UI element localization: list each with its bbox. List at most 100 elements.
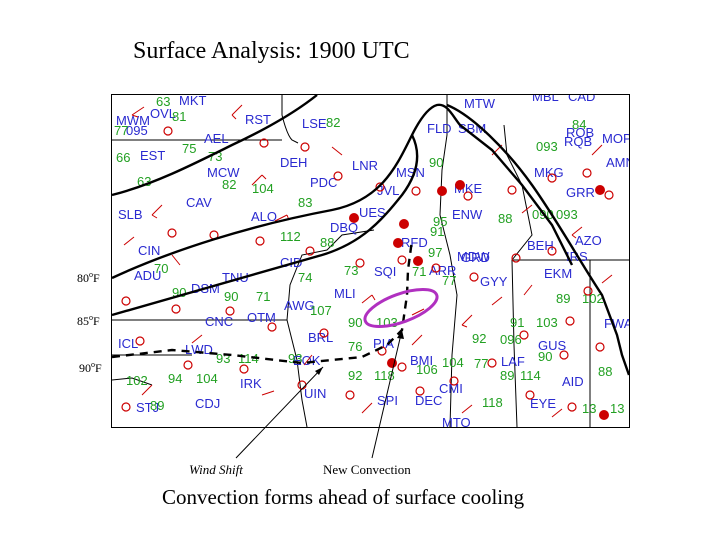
svg-text:107: 107 (310, 303, 332, 318)
page-title: Surface Analysis: 1900 UTC (133, 38, 410, 64)
svg-text:CAV: CAV (186, 195, 212, 210)
svg-text:106: 106 (416, 362, 438, 377)
svg-text:IRK: IRK (240, 376, 262, 391)
svg-text:LSE: LSE (302, 116, 327, 131)
svg-text:LWD: LWD (185, 342, 213, 357)
svg-text:CAD: CAD (568, 95, 595, 104)
svg-text:MBL: MBL (532, 95, 559, 104)
isotherm-label-80: 80oF (77, 270, 100, 285)
isotherm-label-90: 90oF (79, 360, 102, 375)
svg-text:114: 114 (238, 351, 259, 366)
svg-text:DEH: DEH (280, 155, 307, 170)
svg-text:MKT: MKT (179, 95, 207, 108)
svg-text:MCW: MCW (207, 165, 240, 180)
svg-text:DEC: DEC (415, 393, 442, 408)
svg-text:76: 76 (348, 339, 362, 354)
svg-text:SPI: SPI (377, 393, 398, 408)
svg-text:88: 88 (320, 235, 334, 250)
svg-text:FLD: FLD (427, 121, 452, 136)
svg-text:ADU: ADU (134, 268, 161, 283)
svg-text:74: 74 (298, 270, 312, 285)
svg-text:BMI: BMI (410, 353, 433, 368)
svg-text:71: 71 (412, 264, 426, 279)
svg-text:AEL: AEL (204, 131, 229, 146)
svg-text:EST: EST (140, 148, 165, 163)
svg-text:90: 90 (429, 155, 443, 170)
svg-text:GRR: GRR (566, 185, 595, 200)
svg-text:103: 103 (536, 315, 558, 330)
svg-text:118: 118 (374, 368, 395, 383)
isotherm-label-85: 85oF (77, 313, 100, 328)
svg-text:MOP: MOP (602, 131, 629, 146)
svg-text:89: 89 (556, 291, 570, 306)
svg-text:104: 104 (196, 371, 218, 386)
svg-text:73: 73 (344, 263, 358, 278)
wind-shift-line (112, 239, 414, 365)
svg-text:88: 88 (598, 364, 612, 379)
svg-text:92: 92 (472, 331, 486, 346)
svg-text:104: 104 (442, 355, 464, 370)
svg-text:SQI: SQI (374, 264, 396, 279)
svg-text:118: 118 (482, 395, 503, 410)
svg-text:ROB: ROB (566, 125, 594, 140)
svg-text:GYY: GYY (480, 274, 508, 289)
state-borders (112, 95, 629, 427)
svg-text:89: 89 (150, 398, 164, 413)
svg-text:ALO: ALO (251, 209, 277, 224)
svg-text:91: 91 (430, 224, 444, 239)
new-convection-label: New Convection (323, 462, 411, 477)
svg-text:77: 77 (474, 356, 488, 371)
svg-text:97: 97 (428, 245, 442, 260)
svg-text:88: 88 (498, 211, 512, 226)
svg-text:66: 66 (116, 150, 130, 165)
svg-text:75: 75 (182, 141, 196, 156)
svg-text:GUS: GUS (538, 338, 567, 353)
svg-text:MSN: MSN (396, 165, 425, 180)
svg-text:AWG: AWG (284, 298, 315, 313)
svg-text:OVL: OVL (150, 106, 176, 121)
svg-text:EYE: EYE (530, 396, 556, 411)
svg-text:92: 92 (348, 368, 362, 383)
svg-text:82: 82 (222, 177, 236, 192)
svg-text:LAF: LAF (501, 354, 525, 369)
svg-text:LNR: LNR (352, 158, 378, 173)
svg-text:PDC: PDC (310, 175, 337, 190)
svg-text:EKM: EKM (544, 266, 572, 281)
svg-text:77: 77 (442, 273, 456, 288)
svg-text:PIA: PIA (373, 336, 394, 351)
svg-text:MLI: MLI (334, 286, 356, 301)
svg-text:13: 13 (610, 401, 624, 416)
svg-text:90: 90 (224, 289, 238, 304)
svg-text:ARR: ARR (429, 263, 456, 278)
svg-text:DBQ: DBQ (330, 220, 358, 235)
svg-text:13: 13 (582, 401, 596, 416)
svg-text:OTM: OTM (247, 310, 276, 325)
wind-barbs (123, 104, 613, 418)
surface-map: MKT RST LSE MWM OVL 095 AEL EST MCW DEH … (111, 94, 630, 428)
svg-text:STJ: STJ (136, 400, 159, 415)
svg-text:RFD: RFD (401, 235, 428, 250)
svg-text:SLB: SLB (118, 207, 143, 222)
svg-text:95: 95 (433, 214, 447, 229)
svg-text:093: 093 (556, 207, 578, 222)
svg-text:91: 91 (510, 315, 524, 330)
svg-text:AMN: AMN (606, 155, 629, 170)
svg-text:GRD: GRD (461, 250, 490, 265)
svg-text:RST: RST (245, 112, 271, 127)
svg-text:RQB: RQB (564, 134, 592, 149)
svg-text:BRL: BRL (308, 330, 333, 345)
svg-text:093: 093 (536, 139, 558, 154)
svg-text:90: 90 (538, 349, 552, 364)
svg-text:ICL: ICL (118, 336, 138, 351)
svg-text:112: 112 (280, 229, 301, 244)
svg-text:90: 90 (348, 315, 362, 330)
svg-text:ENW: ENW (452, 207, 483, 222)
svg-text:82: 82 (326, 115, 340, 130)
svg-text:104: 104 (252, 181, 274, 196)
new-convection-ellipse (363, 288, 439, 328)
svg-text:114: 114 (520, 368, 541, 383)
svg-text:84: 84 (572, 117, 586, 132)
map-canvas: MKT RST LSE MWM OVL 095 AEL EST MCW DEH … (112, 95, 629, 427)
svg-text:77: 77 (114, 123, 128, 138)
